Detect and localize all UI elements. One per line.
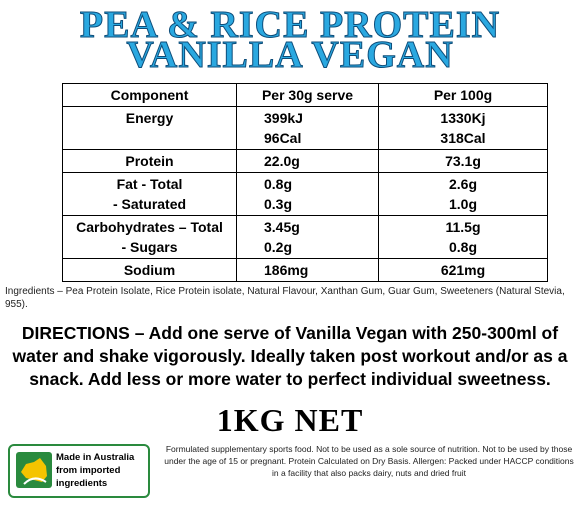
cell-line: 2.6g bbox=[448, 176, 477, 192]
header-row: Component Per 30g serve Per 100g bbox=[62, 83, 548, 107]
table-row: Energy 399kJ 96Cal 1330Kj 318Cal bbox=[62, 106, 548, 150]
table-row: Protein 22.0g 73.1g bbox=[62, 149, 548, 173]
table-cell: 0.8g 0.3g bbox=[236, 172, 379, 216]
cell-line: 621mg bbox=[440, 262, 486, 278]
table-cell: 3.45g 0.2g bbox=[236, 215, 379, 259]
cell-line: 0.8g bbox=[264, 176, 293, 192]
directions: DIRECTIONS – Add one serve of Vanilla Ve… bbox=[12, 323, 568, 389]
cell-line: 73.1g bbox=[445, 153, 481, 169]
badge-line: Made in Australia bbox=[56, 452, 135, 463]
column-header: Component bbox=[62, 83, 237, 107]
cell-line: 1330Kj bbox=[440, 110, 486, 126]
cell-line: - Saturated bbox=[112, 196, 187, 212]
column-header: Per 30g serve bbox=[236, 83, 379, 107]
table-row: Fat - Total - Saturated 0.8g 0.3g 2.6g 1.0g bbox=[62, 172, 548, 216]
cell-line: 1.0g bbox=[448, 196, 477, 212]
cell-line: Fat - Total bbox=[116, 176, 183, 192]
cell-line: Carbohydrates – Total bbox=[76, 219, 223, 235]
cell-line: 3.45g bbox=[264, 219, 300, 235]
cell-line: 0.8g bbox=[448, 239, 477, 255]
badge-text: Made in Australia from imported ingredie… bbox=[56, 451, 134, 490]
cell-line: Energy bbox=[125, 110, 174, 126]
origin-badge: Made in Australia from imported ingredie… bbox=[8, 444, 150, 498]
table-cell: 11.5g 0.8g bbox=[378, 215, 548, 259]
cell-line: 318Cal bbox=[440, 130, 486, 146]
cell-line: 0.3g bbox=[264, 196, 293, 212]
badge-line: from imported bbox=[56, 465, 121, 476]
net-weight: 1KG NET bbox=[216, 402, 364, 438]
cell-line: 96Cal bbox=[264, 130, 302, 146]
column-header: Per 100g bbox=[378, 83, 548, 107]
table-cell: 621mg bbox=[378, 258, 548, 282]
cell-line: Protein bbox=[125, 153, 174, 169]
footnote: Formulated supplementary sports food. No… bbox=[164, 444, 574, 478]
title-line: PEA & RICE PROTEIN bbox=[79, 4, 501, 46]
cell-line: 186mg bbox=[264, 262, 309, 278]
cell-line: Sodium bbox=[123, 262, 176, 278]
cell-line: 11.5g bbox=[445, 219, 481, 235]
cell-line: 399kJ bbox=[264, 110, 303, 126]
table-cell: 399kJ 96Cal bbox=[236, 106, 379, 150]
table-cell: Fat - Total - Saturated bbox=[62, 172, 237, 216]
cell-line: - Sugars bbox=[121, 239, 178, 255]
table-cell: Sodium bbox=[62, 258, 237, 282]
cell-line: 0.2g bbox=[264, 239, 293, 255]
badge-icon bbox=[16, 452, 52, 488]
table-cell: 73.1g bbox=[378, 149, 548, 173]
table-cell: 1330Kj 318Cal bbox=[378, 106, 548, 150]
table-cell: 186mg bbox=[236, 258, 379, 282]
table-cell: Protein bbox=[62, 149, 237, 173]
cell-line: 22.0g bbox=[264, 153, 300, 169]
table-cell: 22.0g bbox=[236, 149, 379, 173]
table-row: Sodium 186mg 621mg bbox=[62, 258, 548, 282]
nutrition-table: Component Per 30g serve Per 100g Energy 399k… bbox=[62, 83, 548, 282]
table-cell: Energy bbox=[62, 106, 237, 150]
table-row: Carbohydrates – Total - Sugars 3.45g 0.2g 11… bbox=[62, 215, 548, 259]
table-cell: Carbohydrates – Total - Sugars bbox=[62, 215, 237, 259]
table-cell: 2.6g 1.0g bbox=[378, 172, 548, 216]
title-line: VANILLA VEGAN bbox=[126, 34, 454, 76]
badge-line: ingredients bbox=[56, 478, 108, 489]
ingredients: Ingredients – Pea Protein Isolate, Rice … bbox=[5, 286, 565, 310]
